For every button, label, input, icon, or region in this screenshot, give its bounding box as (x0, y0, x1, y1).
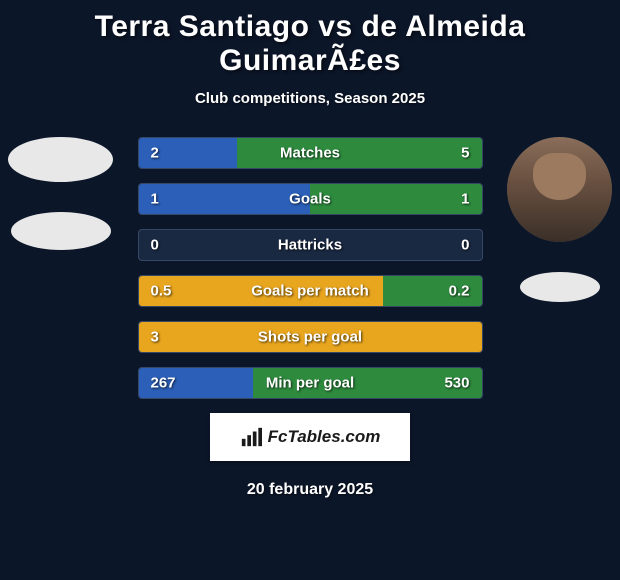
stat-label: Min per goal (139, 375, 482, 392)
stat-row: 2Matches5 (138, 137, 483, 169)
stat-label: Goals per match (139, 283, 482, 300)
stat-row: 0.5Goals per match0.2 (138, 275, 483, 307)
player-left-avatar-placeholder (8, 137, 113, 182)
stat-value-right: 1 (461, 191, 469, 208)
stat-row: 267Min per goal530 (138, 367, 483, 399)
stat-label: Goals (139, 191, 482, 208)
brand-text: FcTables.com (268, 427, 381, 447)
player-right-column (507, 137, 612, 302)
stat-label: Matches (139, 145, 482, 162)
stat-row: 0Hattricks0 (138, 229, 483, 261)
comparison-subtitle: Club competitions, Season 2025 (0, 90, 620, 107)
player-left-club-placeholder (11, 212, 111, 250)
brand-badge[interactable]: FcTables.com (210, 413, 410, 461)
stats-bars: 2Matches5 1Goals1 0Hattricks0 0.5Goals per … (138, 137, 483, 399)
stat-row: 1Goals1 (138, 183, 483, 215)
player-right-club-placeholder (520, 272, 600, 302)
stat-value-right: 0 (461, 237, 469, 254)
stat-value-right: 0.2 (449, 283, 470, 300)
comparison-date: 20 february 2025 (0, 481, 620, 499)
stat-label: Shots per goal (139, 329, 482, 346)
comparison-title: Terra Santiago vs de Almeida GuimarÃ£es (0, 10, 620, 78)
brand-bars-icon (240, 426, 262, 448)
player-right-face (507, 137, 612, 242)
stat-label: Hattricks (139, 237, 482, 254)
player-left-column (8, 137, 113, 250)
stat-value-right: 530 (444, 375, 469, 392)
stat-value-right: 5 (461, 145, 469, 162)
player-right-avatar (507, 137, 612, 242)
comparison-content: 2Matches5 1Goals1 0Hattricks0 0.5Goals per … (0, 137, 620, 499)
stat-row: 3Shots per goal (138, 321, 483, 353)
